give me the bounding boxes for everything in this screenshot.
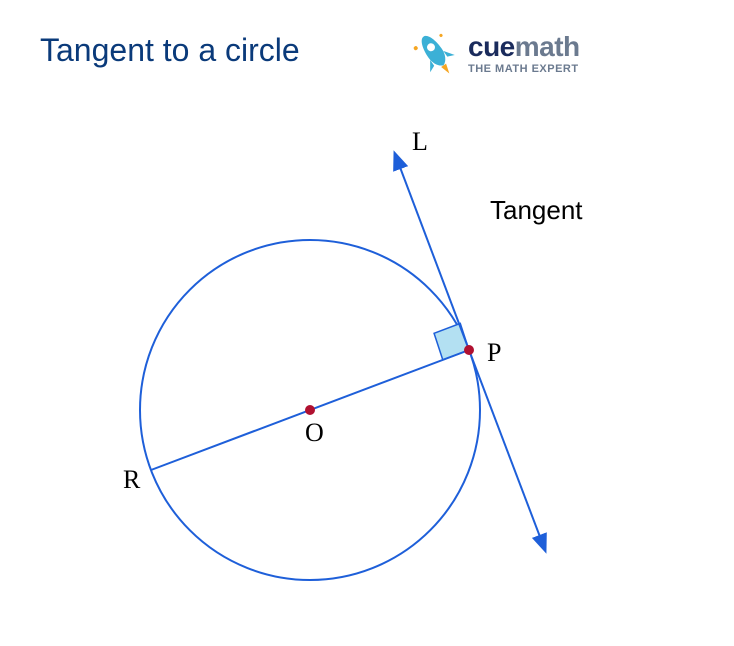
logo-wordmark: cuemath [468,31,580,63]
logo-tagline: THE MATH EXPERT [468,63,580,75]
brand-logo: cuemath THE MATH EXPERT [410,28,580,78]
label-L: L [412,127,428,157]
point-p-dot [464,345,474,355]
label-O: O [305,418,324,448]
logo-part-math: math [515,31,580,62]
rocket-icon [410,28,460,78]
label-tangent: Tangent [490,195,583,226]
logo-text: cuemath THE MATH EXPERT [468,31,580,75]
logo-part-cue: cue [468,31,515,62]
page-title: Tangent to a circle [40,32,300,69]
geometry-diagram [80,110,650,630]
label-R: R [123,465,140,495]
right-angle-marker [434,323,469,359]
tangent-line-upper [395,154,469,350]
tangent-line-lower [469,350,545,550]
center-dot [305,405,315,415]
label-P: P [487,338,501,368]
